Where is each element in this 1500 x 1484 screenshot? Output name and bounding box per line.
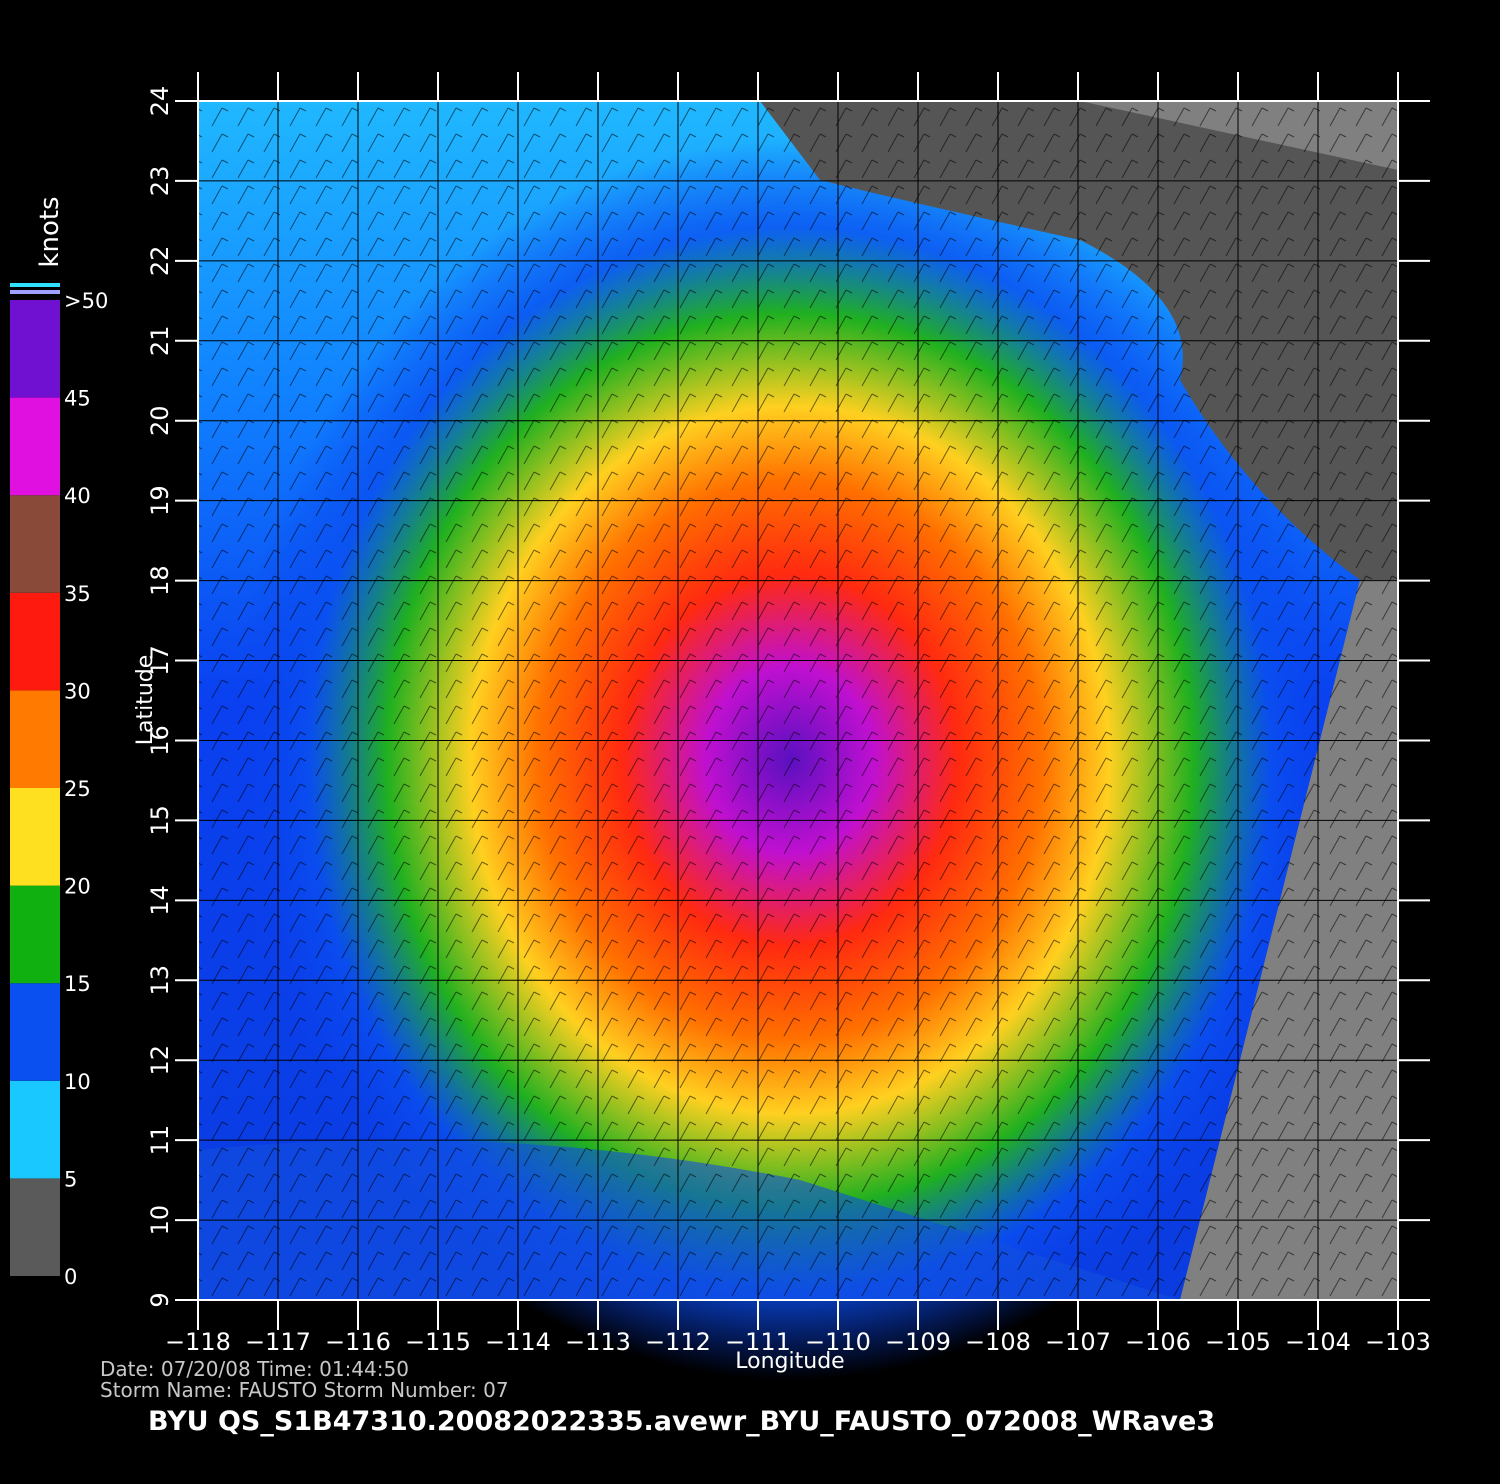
y-tick-label: 14 (146, 885, 174, 916)
colorbar-tick-label: 0 (64, 1265, 77, 1289)
x-tick-label: −103 (1365, 1328, 1431, 1356)
wind-imagery (198, 101, 1398, 1380)
title: BYU QS_S1B47310.20082022335.avewr_BYU_FA… (148, 1406, 1215, 1437)
y-tick-label: 12 (146, 1045, 174, 1076)
y-tick-label: 24 (146, 86, 174, 117)
colorbar-tick-label: 15 (64, 972, 91, 996)
colorbar-label: knots (35, 196, 65, 267)
footer-line: Date: 07/20/08 Time: 01:44:50 (100, 1357, 409, 1381)
colorbar-band (10, 397, 60, 496)
x-tick-label: −113 (565, 1328, 631, 1356)
y-tick-label: 22 (146, 246, 174, 277)
x-tick-label: −107 (1045, 1328, 1111, 1356)
x-tick-label: −112 (645, 1328, 711, 1356)
y-tick-label: 11 (146, 1125, 174, 1156)
y-tick-label: 17 (146, 645, 174, 676)
colorbar-band (10, 300, 60, 398)
colorbar-band (10, 983, 60, 1081)
footer-line: Storm Name: FAUSTO Storm Number: 07 (100, 1378, 509, 1402)
x-tick-label: −108 (965, 1328, 1031, 1356)
colorbar-band (10, 788, 60, 886)
colorbar-band (10, 690, 60, 788)
y-tick-label: 15 (146, 805, 174, 836)
y-tick-label: 20 (146, 405, 174, 436)
x-tick-label: −106 (1125, 1328, 1191, 1356)
colorbar-tick-label: 10 (64, 1070, 91, 1094)
y-tick-label: 18 (146, 565, 174, 596)
x-tick-label: −109 (885, 1328, 951, 1356)
colorbar-tick-label: 5 (64, 1167, 77, 1191)
colorbar-tick-label: 45 (64, 387, 91, 411)
x-tick-label: −111 (725, 1328, 791, 1356)
x-tick-label: −116 (325, 1328, 391, 1356)
x-tick-label: −105 (1205, 1328, 1271, 1356)
colorbar-band (10, 885, 60, 984)
y-tick-label: 9 (146, 1292, 174, 1307)
colorbar-band (10, 1080, 60, 1179)
colorbar-tick-label: 35 (64, 582, 91, 606)
y-tick-label: 13 (146, 965, 174, 996)
x-tick-label: −104 (1285, 1328, 1351, 1356)
y-tick-label: 21 (146, 326, 174, 357)
colorbar-band (10, 1178, 60, 1276)
x-tick-label: −118 (165, 1328, 231, 1356)
colorbar-tick-label: >50 (64, 289, 108, 313)
colorbar-tick-label: 30 (64, 679, 91, 703)
x-tick-label: −117 (245, 1328, 311, 1356)
y-tick-label: 19 (146, 485, 174, 516)
colorbar: 0 5 10 15 20 25 30 35 40 45 >50 knots (10, 196, 108, 1289)
x-tick-label: −114 (485, 1328, 551, 1356)
colorbar-cap (10, 283, 60, 287)
colorbar-cap (10, 290, 60, 294)
x-tick-label: −110 (805, 1328, 871, 1356)
colorbar-tick-label: 20 (64, 875, 91, 899)
y-axis-label: Latitude (133, 655, 158, 746)
colorbar-tick-label: 25 (64, 777, 91, 801)
plot-frame (197, 100, 1399, 1301)
x-tick-label: −115 (405, 1328, 471, 1356)
y-tick-label: 10 (146, 1205, 174, 1236)
colorbar-tick-label: 40 (64, 484, 91, 508)
y-tick-label: 23 (146, 166, 174, 197)
y-tick-label: 16 (146, 725, 174, 756)
x-axis-label: Longitude (735, 1349, 844, 1374)
colorbar-band (10, 592, 60, 691)
axes: −118 −117 −116 −115 −114 −113 −112 −111 −110 −109… (146, 72, 1431, 1356)
colorbar-band (10, 495, 60, 593)
